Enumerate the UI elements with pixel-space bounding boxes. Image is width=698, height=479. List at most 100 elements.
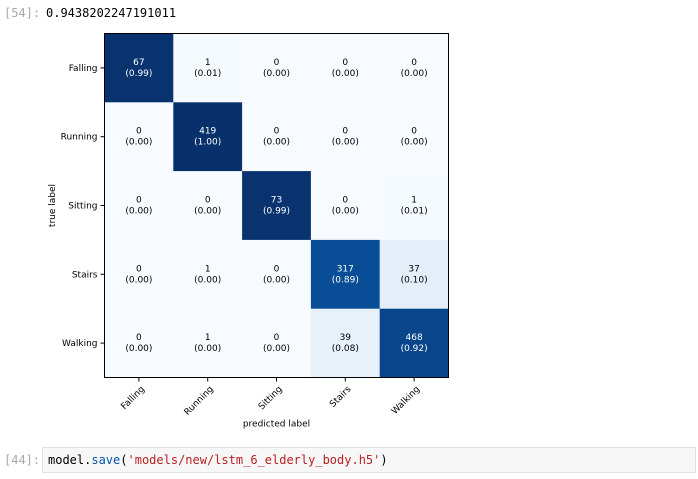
cell-count-label: 0 — [274, 127, 280, 137]
matrix-cell — [310, 308, 381, 378]
cell-count-label: 0 — [411, 127, 417, 137]
cell-ratio-label: (0.00) — [194, 275, 221, 285]
y-tick-label: Stairs — [72, 270, 98, 280]
cell-ratio-label: (0.00) — [332, 207, 359, 217]
matrix-cell — [310, 102, 381, 172]
y-tick-label: Falling — [69, 64, 98, 74]
output-prompt: [54]: — [4, 6, 41, 20]
x-tick-label: Walking — [390, 385, 422, 417]
y-tick-label: Sitting — [68, 202, 97, 212]
cell-count-label: 0 — [274, 333, 280, 343]
cell-count-label: 37 — [408, 264, 419, 274]
x-axis-title: predicted label — [243, 420, 310, 430]
matrix-cell — [379, 308, 449, 378]
x-tick-label: Running — [183, 385, 216, 418]
matrix-cell — [310, 171, 381, 241]
cell-count-label: 0 — [205, 196, 211, 206]
y-tick-label: Running — [61, 133, 98, 143]
matrix-cell — [379, 33, 449, 103]
cell-count-label: 0 — [342, 58, 348, 68]
cell-count-label: 317 — [337, 264, 354, 274]
matrix-cell — [104, 102, 174, 172]
cell-count-label: 0 — [411, 58, 417, 68]
cell-ratio-label: (0.89) — [332, 275, 359, 285]
input-prompt: [44]: — [4, 453, 41, 467]
cell-ratio-label: (0.00) — [401, 69, 428, 79]
matrix-cell — [310, 239, 381, 310]
code-object: model. — [48, 453, 92, 467]
cell-count-label: 0 — [136, 264, 142, 274]
matrix-cell — [379, 239, 449, 310]
output-cell: [54]: 0.9438202247191011 — [0, 0, 698, 26]
cell-count-label: 67 — [133, 58, 144, 68]
cell-ratio-label: (0.00) — [263, 344, 290, 354]
y-axis-title: true label — [48, 184, 58, 227]
cell-ratio-label: (0.00) — [263, 138, 290, 148]
cell-count-label: 39 — [340, 333, 352, 343]
cell-count-label: 0 — [136, 333, 142, 343]
matrix-cell — [379, 171, 449, 241]
matrix-cell — [242, 171, 312, 241]
matrix-cell — [310, 33, 381, 103]
cell-count-label: 0 — [342, 127, 348, 137]
cell-ratio-label: (0.00) — [125, 344, 152, 354]
cell-ratio-label: (0.99) — [125, 69, 152, 79]
matrix-cell — [242, 102, 312, 172]
cell-ratio-label: (1.00) — [194, 138, 221, 148]
matrix-cell — [242, 308, 312, 378]
cell-count-label: 1 — [205, 333, 211, 343]
matrix-cell — [104, 308, 174, 378]
matrix-cell — [104, 33, 174, 103]
cell-count-label: 0 — [274, 58, 280, 68]
x-tick-label: Falling — [120, 385, 147, 412]
cell-ratio-label: (0.00) — [332, 69, 359, 79]
matrix-cell — [242, 33, 312, 103]
confusion-matrix-chart: 67(0.99)1(0.01)0(0.00)0(0.00)0(0.00)0(0.… — [48, 33, 449, 430]
matrix-cell — [173, 239, 243, 310]
y-tick-label: Walking — [62, 339, 97, 349]
cell-ratio-label: (0.01) — [194, 69, 221, 79]
matrix-cell — [379, 102, 449, 172]
cell-ratio-label: (0.10) — [401, 275, 428, 285]
x-tick-label: Sitting — [257, 385, 285, 413]
matrix-cell — [104, 239, 174, 310]
code-close-paren: ) — [380, 453, 388, 467]
code-method: save — [91, 453, 121, 467]
cell-ratio-label: (0.92) — [401, 344, 428, 354]
cell-ratio-label: (0.00) — [263, 69, 290, 79]
cell-ratio-label: (0.08) — [332, 344, 359, 354]
cell-count-label: 419 — [199, 127, 216, 137]
cell-ratio-label: (0.00) — [332, 138, 359, 148]
cell-ratio-label: (0.00) — [401, 138, 428, 148]
cell-count-label: 0 — [136, 127, 142, 137]
matrix-cell — [173, 33, 243, 103]
cell-ratio-label: (0.00) — [125, 275, 152, 285]
cell-ratio-label: (0.00) — [194, 207, 221, 217]
matrix-cell — [173, 171, 243, 241]
cell-count-label: 0 — [274, 264, 280, 274]
matrix-cell — [173, 308, 243, 378]
cell-count-label: 468 — [406, 333, 423, 343]
matrix-cell — [173, 102, 243, 172]
code-line[interactable]: model.save('models/new/lstm_6_elderly_bo… — [48, 453, 388, 467]
cell-count-label: 0 — [342, 196, 348, 206]
code-open-paren: ( — [120, 453, 128, 467]
cell-ratio-label: (0.99) — [263, 207, 290, 217]
code-string: 'models/new/lstm_6_elderly_body.h5' — [127, 453, 381, 467]
cell-ratio-label: (0.00) — [194, 344, 221, 354]
cell-ratio-label: (0.00) — [263, 275, 290, 285]
cell-ratio-label: (0.00) — [125, 138, 152, 148]
cell-count-label: 1 — [205, 58, 211, 68]
cell-count-label: 73 — [271, 196, 282, 206]
matrix-cell — [242, 239, 312, 310]
confusion-matrix-figure: 67 (0.99) 1 (0.01) 0 (0.00) 0 (0.00) 0 (0.00) 0 (0.… — [0, 26, 698, 446]
cell-count-label: 1 — [411, 196, 417, 206]
cell-ratio-label: (0.01) — [401, 207, 428, 217]
cell-count-label: 1 — [205, 264, 211, 274]
cell-ratio-label: (0.00) — [125, 207, 152, 217]
matrix-cell — [104, 171, 174, 241]
code-input-cell[interactable]: model.save('models/new/lstm_6_elderly_bo… — [42, 447, 696, 473]
x-tick-label: Stairs — [328, 384, 353, 409]
output-value: 0.9438202247191011 — [46, 6, 177, 20]
